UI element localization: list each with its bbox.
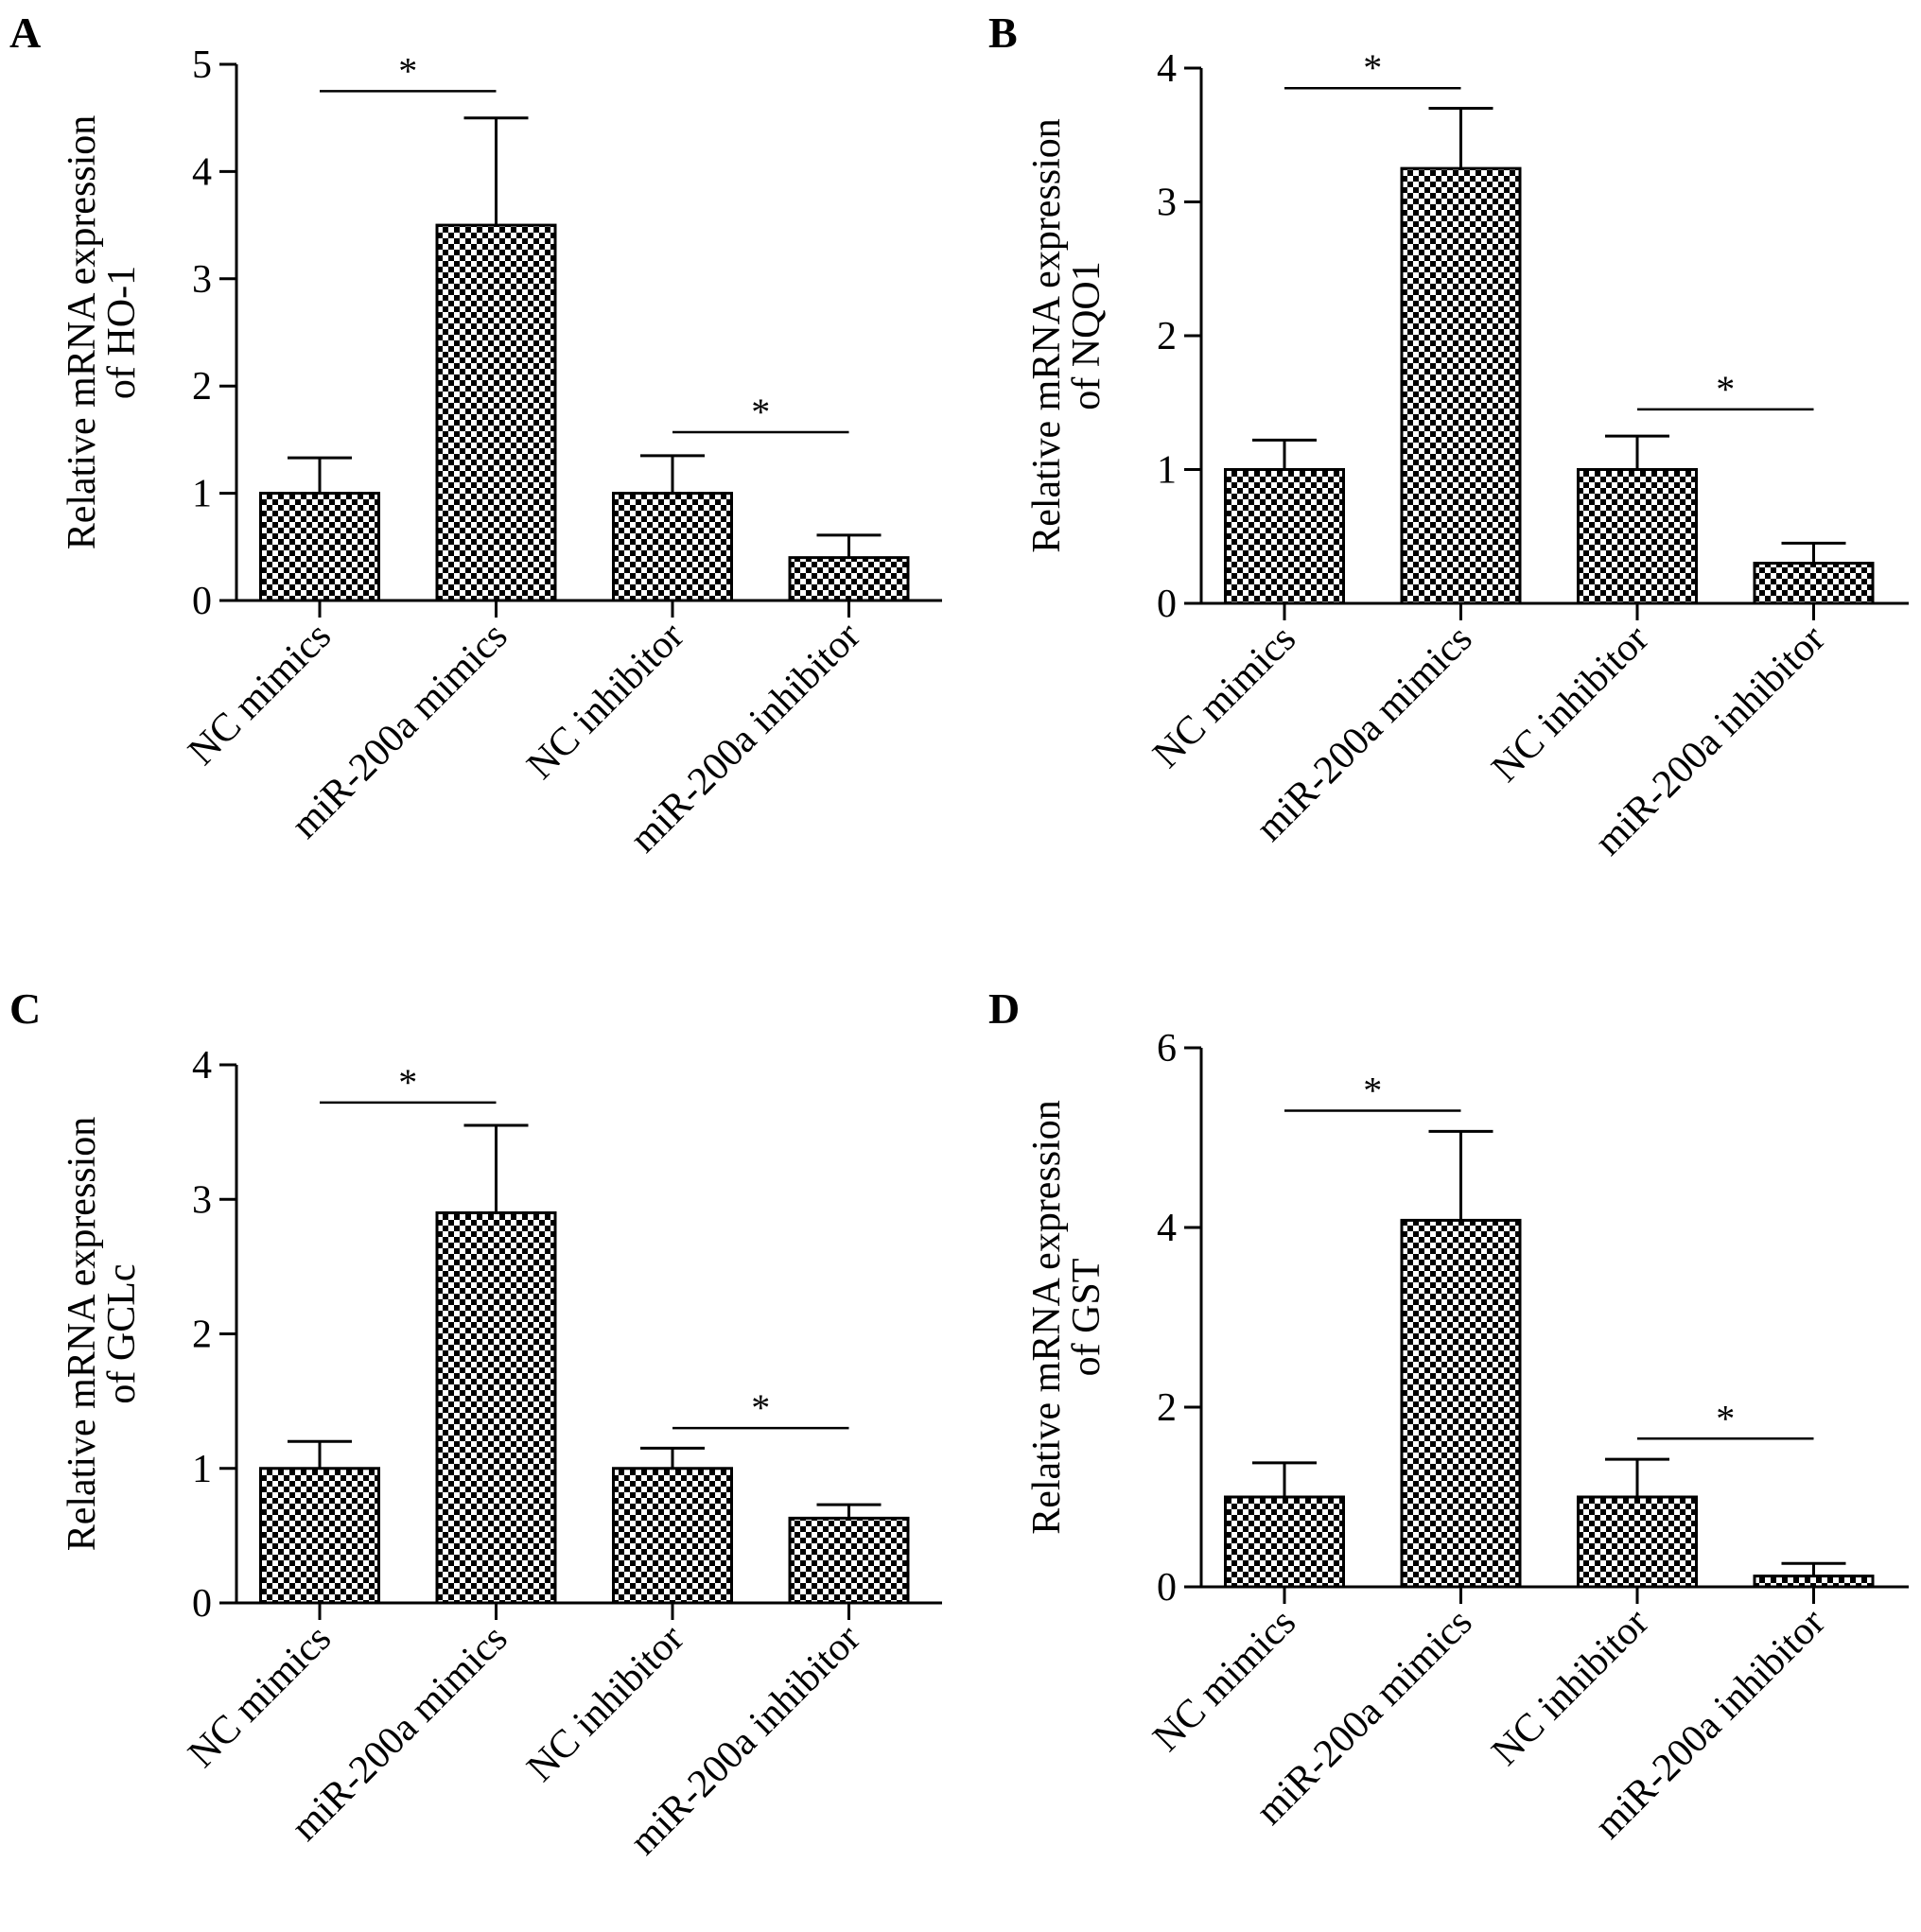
panel-c: C Relative mRNA expressionof GCLc 0 1 2 3 4 NC … xyxy=(9,984,942,1864)
y-axis-label-line: Relative mRNA expression xyxy=(1025,1100,1069,1535)
bar xyxy=(788,1516,910,1605)
significance-star: * xyxy=(751,1386,770,1429)
y-axis-label: Relative mRNA expressionof HO-1 xyxy=(61,115,144,550)
significance-star: * xyxy=(398,49,417,92)
y-axis-label-line: of NQO1 xyxy=(1065,261,1109,409)
x-tick-label: NC inhibitor xyxy=(519,1617,693,1791)
y-tick-label: 4 xyxy=(192,1044,212,1088)
y-axis-label-line: of HO-1 xyxy=(100,266,144,399)
bar xyxy=(1400,166,1522,605)
y-tick-label: 3 xyxy=(1157,182,1177,225)
y-axis-label-line: Relative mRNA expression xyxy=(1025,118,1069,553)
y-axis-label-line: Relative mRNA expression xyxy=(61,1117,104,1552)
y-tick-label: 6 xyxy=(1157,1027,1177,1070)
y-tick-label: 2 xyxy=(192,365,212,409)
x-tick-label: NC inhibitor xyxy=(1484,1601,1658,1775)
y-tick-label: 1 xyxy=(192,473,212,516)
bar xyxy=(259,1467,380,1605)
y-tick-label: 3 xyxy=(192,1178,212,1222)
x-tick-label: NC mimics xyxy=(1144,618,1304,777)
y-tick-label: 1 xyxy=(1157,449,1177,493)
y-tick-label: 2 xyxy=(192,1314,212,1357)
bar xyxy=(1224,468,1345,605)
panel-label: B xyxy=(988,9,1018,57)
y-tick-label: 2 xyxy=(1157,1386,1177,1430)
bar xyxy=(1753,1575,1875,1589)
bar xyxy=(1224,1495,1345,1589)
x-tick-label: NC inhibitor xyxy=(519,615,693,789)
significance-star: * xyxy=(1716,368,1735,410)
x-tick-label: NC inhibitor xyxy=(1484,618,1658,792)
y-axis-label-line: of GCLc xyxy=(100,1263,144,1403)
bar xyxy=(435,1210,557,1605)
panel-b: B Relative mRNA expressionof NQO1 0 1 2 3 4 NC … xyxy=(988,9,1909,864)
x-tick-label: NC mimics xyxy=(1144,1601,1304,1761)
significance-star: * xyxy=(1716,1397,1735,1439)
bar xyxy=(612,1467,733,1605)
y-tick-label: 4 xyxy=(1157,1207,1177,1250)
x-tick-label: NC mimics xyxy=(180,1617,340,1777)
panel-label: D xyxy=(988,984,1020,1033)
y-tick-label: 3 xyxy=(192,258,212,302)
bar xyxy=(1753,562,1875,605)
bar xyxy=(1400,1218,1522,1589)
bar xyxy=(1577,468,1698,605)
y-tick-label: 0 xyxy=(1157,1566,1177,1610)
y-axis-label-line: of GST xyxy=(1065,1259,1109,1377)
significance-star: * xyxy=(751,391,770,433)
significance-star: * xyxy=(1363,1070,1382,1112)
bar xyxy=(1577,1495,1698,1589)
y-tick-label: 0 xyxy=(192,580,212,623)
y-axis-label: Relative mRNA expressionof GST xyxy=(1025,1100,1109,1535)
y-axis-label-line: Relative mRNA expression xyxy=(61,115,104,550)
panel-a: A Relative mRNA expressionof HO-1 0 1 2 3 4 5 NC… xyxy=(9,9,942,862)
y-tick-label: 4 xyxy=(192,150,212,194)
bar xyxy=(259,492,380,602)
y-tick-label: 1 xyxy=(192,1448,212,1491)
y-axis-label: Relative mRNA expressionof GCLc xyxy=(61,1117,144,1552)
bar xyxy=(788,556,910,602)
panel-d: D Relative mRNA expressionof GST 0 2 4 6 NC mi… xyxy=(988,984,1909,1848)
y-axis-label: Relative mRNA expressionof NQO1 xyxy=(1025,118,1109,553)
y-tick-label: 0 xyxy=(192,1582,212,1626)
y-tick-label: 2 xyxy=(1157,315,1177,358)
panel-label: C xyxy=(9,984,41,1033)
y-tick-label: 4 xyxy=(1157,47,1177,91)
x-tick-label: NC mimics xyxy=(180,615,340,775)
panel-label: A xyxy=(9,9,41,57)
significance-star: * xyxy=(398,1061,417,1104)
significance-star: * xyxy=(1363,46,1382,89)
y-tick-label: 0 xyxy=(1157,583,1177,626)
bar xyxy=(612,492,733,602)
y-tick-label: 5 xyxy=(192,44,212,87)
bar xyxy=(435,223,557,602)
